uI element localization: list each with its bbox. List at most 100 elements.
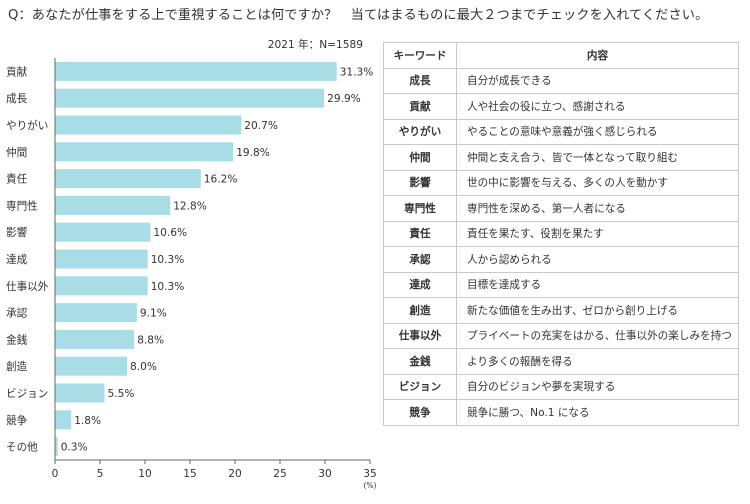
x-axis-unit: (%) xyxy=(364,481,377,490)
table-cell-description: 仲間と支え合う、皆で一体となって取り組む xyxy=(456,144,739,171)
table-row: 専門性 専門性を深める、第一人者になる xyxy=(383,195,739,222)
bar-chart-svg: 2021 年：N=1589 貢献 31.3% 成長 29.9% やりがい 20.7% 仲間 1… xyxy=(6,38,377,490)
value-label: 10.3% xyxy=(151,281,185,293)
bar xyxy=(55,276,148,296)
bar xyxy=(55,329,135,349)
bar xyxy=(55,115,242,135)
table-cell-description: 世の中に影響を与える、多くの人を動かす xyxy=(456,169,739,196)
table-row: 成長 自分が成長できる xyxy=(383,67,739,94)
category-label: 承認 xyxy=(6,307,28,320)
table-cell-keyword: 成長 xyxy=(383,67,457,94)
keyword-table: キーワード 内容 成長 自分が成長できる 貢献 人や社会の役に立つ、感謝される やりがい… xyxy=(383,42,739,426)
table-row: 達成 目標を達成する xyxy=(383,271,739,298)
table-cell-description: 専門性を深める、第一人者になる xyxy=(456,195,739,222)
table-row: 責任 責任を果たす、役割を果たす xyxy=(383,220,739,247)
category-label: 競争 xyxy=(6,414,28,427)
value-label: 10.6% xyxy=(153,227,187,239)
value-label: 8.0% xyxy=(130,361,157,373)
table-cell-keyword: 金銭 xyxy=(383,348,457,375)
table-cell-keyword: 競争 xyxy=(383,399,457,426)
table-cell-keyword: ビジョン xyxy=(383,373,457,400)
table-cell-description: プライベートの充実をはかる、仕事以外の楽しみを持つ xyxy=(456,322,739,349)
category-label: その他 xyxy=(6,441,38,454)
value-label: 0.3% xyxy=(61,442,88,454)
table-cell-description: より多くの報酬を得る xyxy=(456,348,739,375)
bar xyxy=(55,356,127,376)
x-tick-label: 25 xyxy=(273,468,286,480)
table-row: 競争 競争に勝つ、No.1 になる xyxy=(383,399,739,426)
table-cell-description: 目標を達成する xyxy=(456,271,739,298)
table-cell-description: 競争に勝つ、No.1 になる xyxy=(456,399,739,426)
bar-chart: 2021 年：N=1589 貢献 31.3% 成長 29.9% やりがい 20.7% 仲間 1… xyxy=(6,38,377,490)
table-row: 影響 世の中に影響を与える、多くの人を動かす xyxy=(383,169,739,196)
x-tick-label: 30 xyxy=(318,468,332,480)
table-row: 承認 人から認められる xyxy=(383,246,739,273)
table-cell-description: やることの意味や意義が強く感じられる xyxy=(456,118,739,145)
table-cell-description: 人や社会の役に立つ、感謝される xyxy=(456,93,739,120)
table-cell-keyword: 影響 xyxy=(383,169,457,196)
value-label: 16.2% xyxy=(204,174,238,186)
bar xyxy=(55,61,337,81)
x-tick-label: 5 xyxy=(97,468,104,480)
table-row: 仕事以外 プライベートの充実をはかる、仕事以外の楽しみを持つ xyxy=(383,322,739,349)
value-label: 20.7% xyxy=(244,120,278,132)
value-label: 29.9% xyxy=(327,93,361,105)
value-label: 31.3% xyxy=(340,66,374,78)
table-cell-keyword: やりがい xyxy=(383,118,457,145)
value-label: 12.8% xyxy=(173,200,207,212)
chart-subtitle: 2021 年：N=1589 xyxy=(268,38,363,51)
table-header-content: 内容 xyxy=(456,42,739,69)
category-label: 専門性 xyxy=(6,199,38,212)
table-cell-keyword: 承認 xyxy=(383,246,457,273)
table-cell-description: 自分が成長できる xyxy=(456,67,739,94)
table-cell-keyword: 責任 xyxy=(383,220,457,247)
x-tick-label: 35 xyxy=(363,468,376,480)
x-tick-label: 10 xyxy=(138,468,152,480)
bar xyxy=(55,410,72,430)
bar xyxy=(55,169,201,189)
table-row: ビジョン 自分のビジョンや夢を実現する xyxy=(383,373,739,400)
category-label: 創造 xyxy=(6,360,28,373)
bar xyxy=(55,249,148,269)
question-text: Q：あなたが仕事をする上で重視することは何ですか？ 当てはまるものに最大２つまで… xyxy=(8,8,709,23)
table-row: 仲間 仲間と支え合う、皆で一体となって取り組む xyxy=(383,144,739,171)
table-cell-keyword: 達成 xyxy=(383,271,457,298)
category-label: やりがい xyxy=(6,119,48,132)
category-label: 貢献 xyxy=(6,65,28,78)
table-cell-description: 自分のビジョンや夢を実現する xyxy=(456,373,739,400)
value-label: 8.8% xyxy=(137,334,164,346)
value-label: 5.5% xyxy=(108,388,135,400)
table-row: やりがい やることの意味や意義が強く感じられる xyxy=(383,118,739,145)
value-label: 1.8% xyxy=(74,415,101,427)
table-cell-description: 責任を果たす、役割を果たす xyxy=(456,220,739,247)
value-label: 19.8% xyxy=(236,147,270,159)
bar xyxy=(55,303,137,323)
table-header-keyword: キーワード xyxy=(383,42,457,69)
bar xyxy=(55,437,58,457)
table-cell-keyword: 貢献 xyxy=(383,93,457,120)
category-label: 達成 xyxy=(6,254,28,266)
bar xyxy=(55,142,234,162)
category-label: 仲間 xyxy=(6,146,27,159)
category-label: 影響 xyxy=(6,226,28,239)
category-label: 金銭 xyxy=(6,333,28,346)
x-tick-label: 20 xyxy=(228,468,242,480)
table-cell-keyword: 仕事以外 xyxy=(383,322,457,349)
category-label: 仕事以外 xyxy=(6,280,49,293)
table-cell-description: 人から認められる xyxy=(456,246,739,273)
table-header-row: キーワード 内容 xyxy=(383,42,739,69)
table-cell-keyword: 仲間 xyxy=(383,144,457,171)
table-cell-description: 新たな価値を生み出す、ゼロから創り上げる xyxy=(456,297,739,324)
bar xyxy=(55,88,325,108)
bar xyxy=(55,222,151,242)
x-tick-label: 0 xyxy=(52,468,59,480)
value-label: 10.3% xyxy=(151,254,185,266)
bar xyxy=(55,383,105,403)
table-row: 創造 新たな価値を生み出す、ゼロから創り上げる xyxy=(383,297,739,324)
table-row: 貢献 人や社会の役に立つ、感謝される xyxy=(383,93,739,120)
bar xyxy=(55,195,171,215)
table-cell-keyword: 創造 xyxy=(383,297,457,324)
table-row: 金銭 より多くの報酬を得る xyxy=(383,348,739,375)
x-tick-label: 15 xyxy=(183,468,196,480)
category-label: 責任 xyxy=(6,173,28,186)
